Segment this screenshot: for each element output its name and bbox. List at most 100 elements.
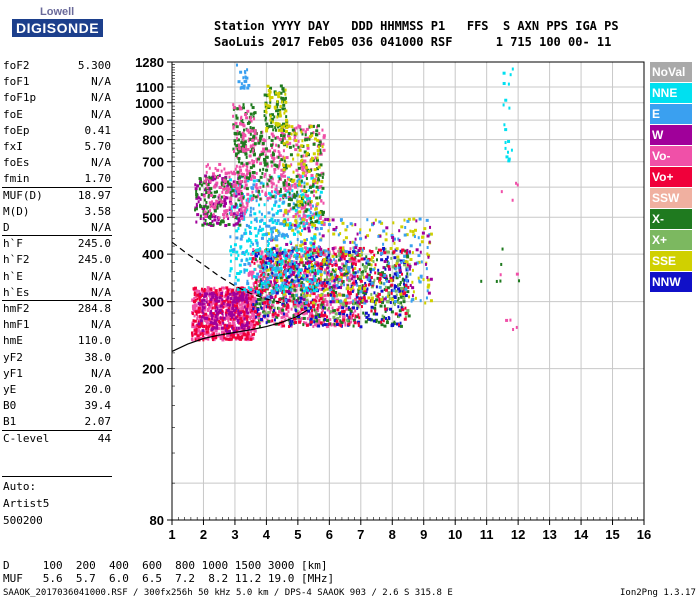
echo-point [214,315,218,319]
echo-point [344,323,347,327]
echo-point [217,218,220,222]
echo-point [306,194,310,198]
echo-point [263,203,266,207]
echo-point [266,280,270,284]
echo-point [300,184,303,188]
echo-point [299,296,303,300]
echo-point [296,299,299,303]
echo-point [417,276,420,280]
echo-point [266,314,269,318]
echo-point [393,303,396,307]
echo-point [332,309,335,313]
echo-point [338,266,342,270]
echo-point [268,136,271,140]
echo-point [224,186,227,190]
echo-point [271,134,275,138]
echo-point [241,294,245,298]
echo-point [285,122,289,126]
echo-point [279,209,283,213]
echo-point [397,297,400,301]
echo-point [227,319,230,323]
echo-point [259,153,262,157]
echo-point [372,221,375,225]
echo-point [193,293,196,297]
echo-point [220,326,224,330]
param-name: C-level [3,431,50,445]
echo-point [296,251,299,255]
echo-point [246,319,249,323]
echo-point [359,325,363,329]
echo-point [354,243,358,247]
echo-point [296,267,299,271]
echo-point [277,175,281,179]
echo-point [245,293,249,297]
echo-point [317,262,320,266]
echo-point [252,326,256,330]
echo-point [255,171,258,175]
echo-point [318,214,321,218]
echo-point [289,268,293,272]
echo-point [285,285,289,289]
echo-point [196,184,200,188]
echo-point [222,299,226,303]
echo-point [319,249,323,253]
echo-point [230,290,234,294]
echo-point [372,260,375,264]
echo-point [283,165,286,169]
echo-point [289,251,293,255]
echo-point [255,186,259,190]
param-separator [2,235,112,237]
echo-point [276,219,280,223]
echo-point [319,297,323,301]
echo-point [345,294,349,298]
echo-point [279,307,282,311]
echo-point [347,289,350,293]
echo-point [232,323,235,327]
echo-point [339,250,342,254]
echo-point [263,297,266,301]
echo-point [247,224,250,228]
echo-point [270,121,273,125]
echo-point [243,209,247,213]
echo-point [296,238,299,242]
echo-point [246,197,249,201]
echo-point [217,195,220,199]
echo-point [245,321,249,325]
profile-dashed [171,241,283,304]
echo-point [228,175,231,179]
echo-point [285,188,288,192]
echo-point [299,276,303,280]
echo-point [300,304,303,308]
echo-point [281,100,284,104]
echo-point [201,330,204,334]
echo-point [510,148,513,152]
echo-point [270,144,273,148]
echo-point [264,272,267,276]
echo-point [316,149,320,153]
echo-point [369,318,373,322]
echo-point [295,132,298,136]
echo-point [242,324,246,328]
echo-point [276,189,279,193]
echo-point [509,318,512,322]
echo-point [384,267,387,271]
echo-point [249,172,252,176]
echo-point [233,172,237,176]
echo-point [345,318,349,322]
echo-point [207,210,210,214]
echo-point [242,215,246,219]
echo-point [296,193,300,197]
echo-point [382,249,385,253]
echo-point [292,304,295,308]
echo-point [233,243,237,247]
echo-point [283,174,287,178]
echo-point [303,304,306,308]
param-row: foEs N/A [3,155,111,170]
echo-point [235,125,239,129]
echo-point [263,114,266,118]
echo-point [209,333,212,337]
echo-point [395,270,398,274]
echo-point [274,294,277,298]
echo-point [239,116,242,120]
echo-point [304,201,307,205]
